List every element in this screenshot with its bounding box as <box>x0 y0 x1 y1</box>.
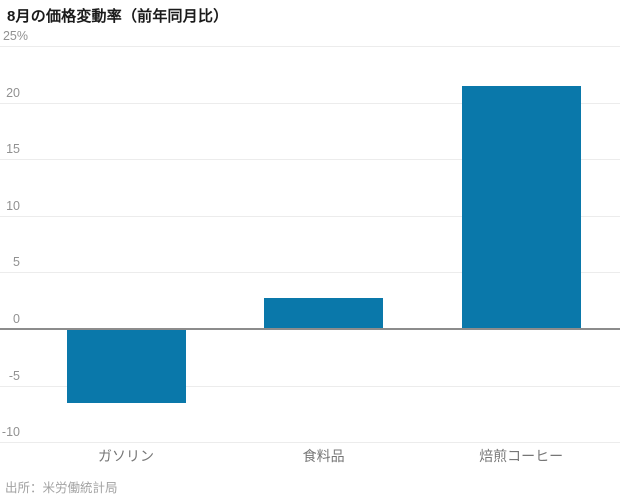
y-axis-tick-label: 5 <box>13 255 20 270</box>
gridline <box>0 385 620 387</box>
bar-1 <box>66 329 186 403</box>
gridline <box>0 272 620 274</box>
x-axis-category-label: 焙煎コーヒー <box>479 448 564 464</box>
gridline <box>0 215 620 217</box>
gridline <box>0 442 620 444</box>
x-axis-category-label: ガソリン <box>98 448 154 464</box>
bar-3 <box>461 85 581 329</box>
source-note: 出所：米労働統計局 <box>5 481 118 495</box>
gridline <box>0 46 620 47</box>
y-axis-tick-label: -10 <box>1 425 20 440</box>
x-axis-category-label: 食料品 <box>302 448 345 464</box>
chart-title: 8月の価格変動率（前年同月比） <box>7 8 229 25</box>
zero-line <box>0 328 620 330</box>
bar-2 <box>264 298 384 329</box>
y-axis-tick-label: 15 <box>6 142 20 157</box>
gridline <box>0 159 620 161</box>
y-axis-tick-label: 20 <box>6 85 20 100</box>
y-axis-tick-label: 10 <box>6 198 20 213</box>
y-axis-tick-label: 0 <box>13 312 20 326</box>
y-axis-tick-label: -5 <box>8 368 20 383</box>
y-axis-tick-label: 25% <box>2 29 28 43</box>
gridline <box>0 102 620 104</box>
